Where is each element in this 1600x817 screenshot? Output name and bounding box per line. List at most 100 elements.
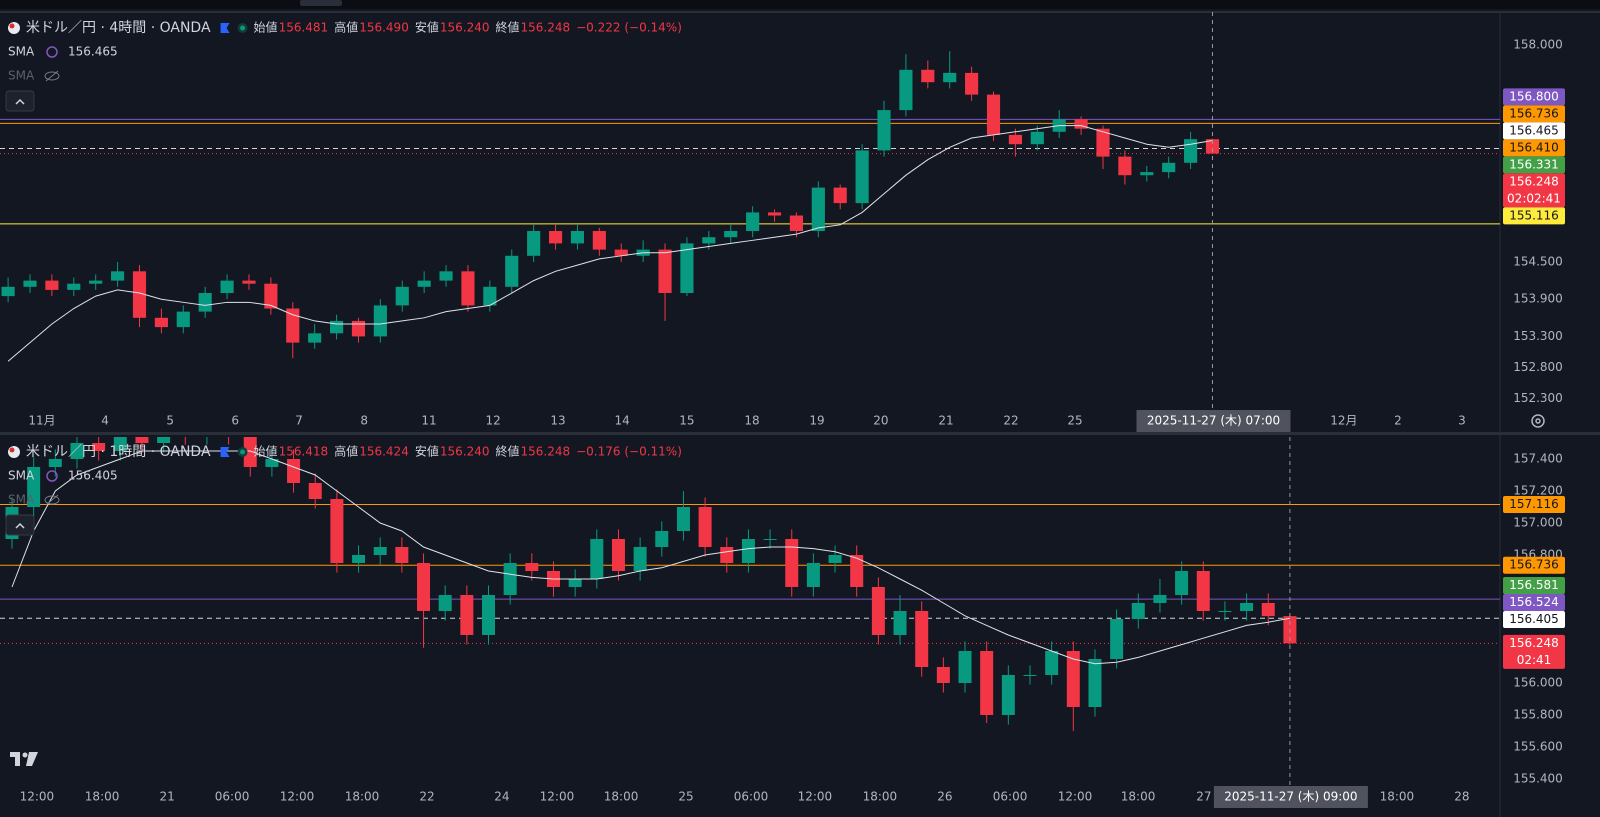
- candle-body: [893, 611, 907, 635]
- indicator-name: SMA: [8, 69, 35, 83]
- candle-body: [676, 507, 690, 531]
- candle-body: [548, 231, 563, 244]
- price-tag-label: 156.581: [1509, 578, 1559, 592]
- x-tick-label: 28: [1454, 790, 1469, 804]
- crosshair-label-bg: [1136, 410, 1291, 432]
- indicator-icon: [46, 46, 58, 58]
- candle-body: [590, 539, 604, 579]
- x-tick-label: 3: [1458, 414, 1466, 428]
- x-tick-label: 18:00: [85, 790, 120, 804]
- ohlc-name: 安値: [415, 20, 439, 35]
- candle-body: [1261, 603, 1275, 617]
- market-status-dot: [240, 449, 246, 455]
- candle-body: [855, 150, 869, 204]
- ohlc-value: 156.424: [359, 445, 409, 459]
- candle-body: [871, 587, 885, 635]
- candle-body: [417, 280, 431, 287]
- candle-body: [899, 69, 913, 111]
- y-tick-label: 153.300: [1513, 329, 1563, 343]
- top-tab[interactable]: [300, 0, 342, 6]
- candle-body: [746, 212, 760, 232]
- candle-body: [461, 271, 475, 306]
- candle-body: [724, 231, 738, 238]
- flag-icon-red: [9, 23, 15, 29]
- candle-body: [1205, 139, 1220, 154]
- plot-area: [0, 51, 1500, 362]
- candle-body: [767, 212, 782, 216]
- tv-logo[interactable]: [10, 752, 38, 766]
- candle-body: [1110, 619, 1124, 659]
- candle-body: [806, 563, 820, 587]
- price-tag-label: 156.331: [1509, 157, 1559, 171]
- y-tick-label: 158.000: [1513, 37, 1563, 51]
- hidden-icon-slash: [45, 494, 59, 506]
- candle-body: [308, 483, 322, 499]
- candle-body: [352, 555, 366, 563]
- candle-body: [720, 547, 734, 563]
- price-tag: [1503, 122, 1565, 140]
- candle-body: [483, 286, 497, 306]
- candle-body: [763, 539, 777, 540]
- price-tag: [1503, 556, 1565, 574]
- hidden-icon: [44, 71, 60, 81]
- price-tag-label: 156.736: [1509, 106, 1559, 120]
- price-tag-label: 156.465: [1509, 123, 1559, 137]
- gear-inner: [1535, 418, 1541, 424]
- candle-body: [460, 595, 474, 635]
- candle-body: [611, 539, 625, 571]
- price-tag-countdown: 02:41: [1517, 653, 1552, 667]
- candle-body: [1001, 675, 1015, 715]
- candle-body: [1240, 603, 1254, 611]
- candle-body: [154, 317, 168, 328]
- logo-part: [22, 752, 28, 758]
- candle-body: [135, 437, 149, 443]
- candle-body: [833, 187, 847, 204]
- symbol-icon[interactable]: [8, 446, 20, 458]
- indicator-value: 156.405: [68, 469, 118, 483]
- candle-body: [70, 443, 84, 459]
- price-tag: [1503, 207, 1565, 225]
- y-tick-label: 157.200: [1513, 484, 1563, 498]
- x-tick-label: 8: [360, 414, 368, 428]
- price-tag: [1503, 88, 1565, 106]
- symbol-icon[interactable]: [8, 22, 20, 34]
- candle-body: [1162, 162, 1176, 173]
- price-tag-label: 156.248: [1509, 636, 1559, 650]
- candle-body: [570, 231, 585, 244]
- y-tick-label: 156.000: [1513, 676, 1563, 690]
- x-tick-label: 21: [938, 414, 953, 428]
- x-tick-label: 25: [1067, 414, 1082, 428]
- ohlc-name: 高値: [334, 444, 358, 459]
- ohlc-value: 156.481: [279, 21, 329, 35]
- y-tick-label: 157.400: [1513, 452, 1563, 466]
- collapse-chevron: [15, 98, 25, 105]
- y-tick-label: 152.800: [1513, 360, 1563, 374]
- y-tick-label: 155.800: [1513, 708, 1563, 722]
- x-tick-label: 12:00: [280, 790, 315, 804]
- x-tick-label: 7: [295, 414, 303, 428]
- candle-body: [242, 280, 256, 284]
- ohlc-name: 始値: [254, 20, 278, 35]
- price-tag-label: 156.410: [1509, 140, 1559, 154]
- candle-body: [1218, 611, 1232, 612]
- sma-line: [7, 125, 1213, 362]
- x-tick-label: 22: [1003, 414, 1018, 428]
- panel-separator[interactable]: [0, 432, 1600, 435]
- ohlc-name: 終値: [495, 20, 519, 35]
- candle-body: [45, 280, 59, 290]
- candle-body: [265, 459, 279, 467]
- candle-body: [785, 539, 799, 587]
- x-tick-label: 12:00: [798, 790, 833, 804]
- settings-icon[interactable]: [1531, 414, 1545, 428]
- candle-body: [505, 255, 519, 287]
- broker-flag: [220, 23, 230, 33]
- candle-body: [330, 320, 344, 334]
- x-tick-label: 18: [744, 414, 759, 428]
- price-tag-label: 157.116: [1509, 497, 1559, 511]
- x-tick-label: 12:00: [1058, 790, 1093, 804]
- gear-outer: [1531, 414, 1545, 428]
- candle-body: [1030, 131, 1044, 145]
- chart-title: 米ドル／円 · 1時間 · OANDA: [26, 444, 211, 460]
- y-tick-label: 155.400: [1513, 772, 1563, 786]
